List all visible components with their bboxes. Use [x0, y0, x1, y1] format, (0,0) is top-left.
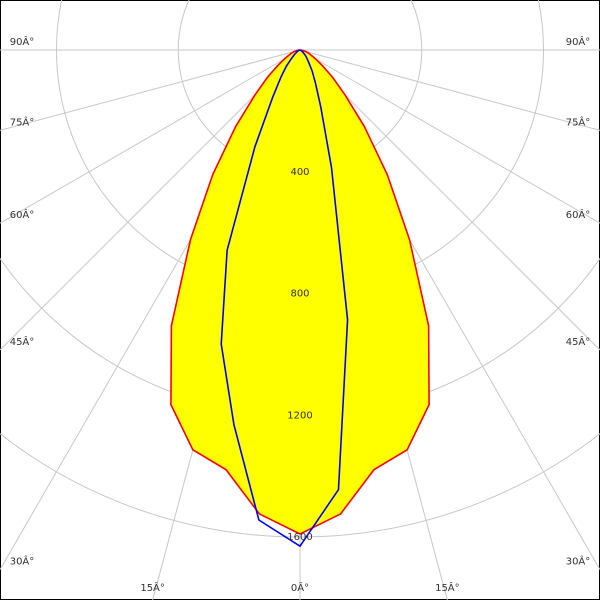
grid-ray — [299, 49, 600, 131]
grid-ray — [299, 49, 600, 351]
radial-label: 1600 — [287, 532, 312, 543]
angle-label: 15Â° — [140, 581, 165, 594]
angle-label: 15Â° — [435, 581, 460, 594]
angle-label: 60Â° — [10, 208, 35, 221]
angle-label: 30Â° — [10, 555, 35, 568]
radial-label: 1200 — [287, 410, 312, 421]
angle-label: 60Â° — [566, 208, 591, 221]
grid-ray — [0, 49, 301, 224]
radial-label: 800 — [290, 289, 309, 300]
labels: 90Â° 75Â° 60Â° 45Â° 30Â° 15Â° 0Â° 15Â° 30Â° 45Â° 6… — [10, 35, 591, 594]
intensity-curve — [170, 49, 430, 535]
angle-label: 90Â° — [10, 35, 35, 48]
angle-label: 30Â° — [566, 555, 591, 568]
intensity-curve — [220, 49, 349, 548]
angle-label: 45Â° — [566, 335, 591, 348]
grid-ray — [0, 49, 301, 351]
angle-label: 75Â° — [566, 115, 591, 128]
radial-label: 400 — [290, 167, 309, 178]
grid-ray — [0, 49, 301, 131]
angle-label: 0Â° — [291, 581, 309, 594]
angle-label: 75Â° — [10, 115, 35, 128]
grid-ray — [299, 49, 600, 224]
curves — [170, 49, 430, 548]
angle-label: 90Â° — [566, 35, 591, 48]
angle-label: 45Â° — [10, 335, 35, 348]
